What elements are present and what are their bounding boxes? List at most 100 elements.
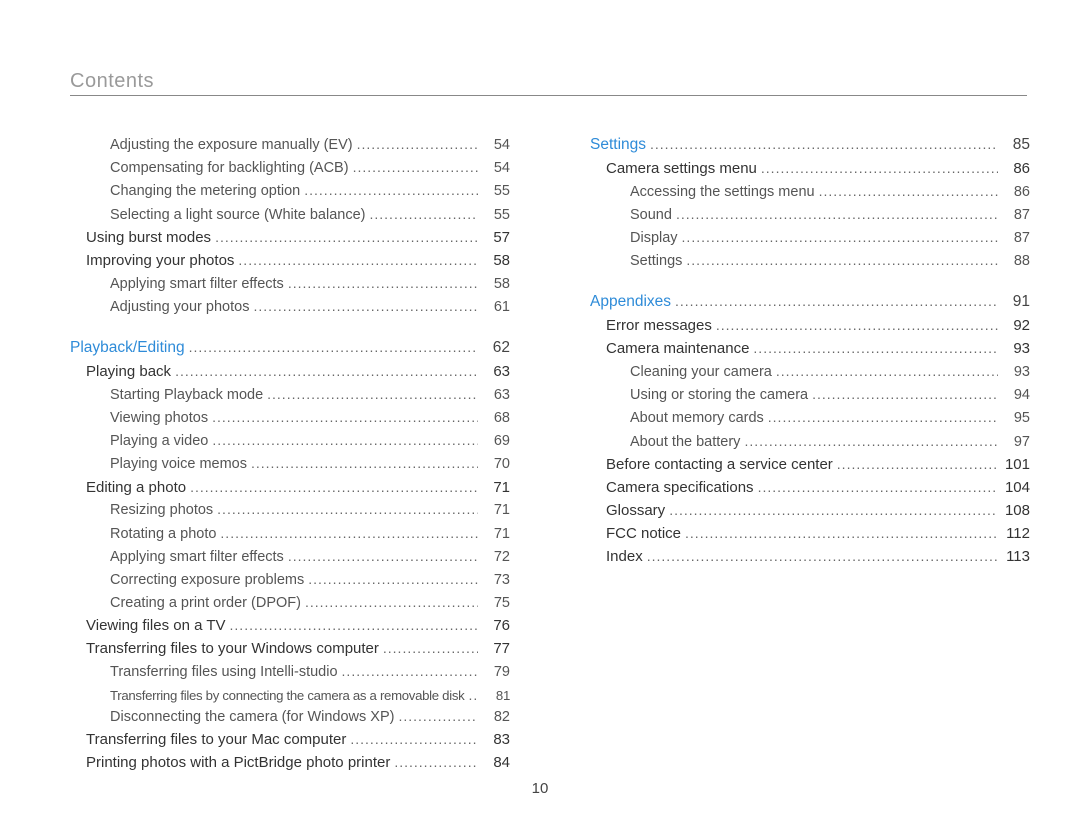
toc-entry[interactable]: Printing photos with a PictBridge photo … bbox=[70, 752, 510, 774]
toc-leaders bbox=[468, 685, 478, 705]
toc-entry[interactable]: Resizing photos71 bbox=[70, 499, 510, 521]
toc-entry[interactable]: Sound87 bbox=[590, 204, 1030, 226]
toc-leaders bbox=[353, 157, 478, 177]
toc-leaders bbox=[288, 546, 478, 566]
toc-entry[interactable]: Accessing the settings menu86 bbox=[590, 181, 1030, 203]
toc-entry-page: 84 bbox=[482, 752, 510, 774]
toc-entry-label: Improving your photos bbox=[86, 250, 234, 272]
toc-entry-label: Accessing the settings menu bbox=[630, 182, 815, 203]
toc-columns: Adjusting the exposure manually (EV)54Co… bbox=[70, 134, 1027, 775]
toc-entry[interactable]: Applying smart filter effects72 bbox=[70, 546, 510, 568]
toc-entry-label: Playing a video bbox=[110, 431, 208, 452]
toc-entry[interactable]: Viewing files on a TV76 bbox=[70, 615, 510, 637]
toc-leaders bbox=[394, 752, 478, 772]
toc-entry-page: 63 bbox=[482, 385, 510, 406]
toc-entry-page: 79 bbox=[482, 662, 510, 683]
toc-leaders bbox=[685, 523, 998, 543]
toc-leaders bbox=[716, 315, 998, 335]
toc-entry[interactable]: Selecting a light source (White balance)… bbox=[70, 204, 510, 226]
toc-entry[interactable]: Playback/Editing62 bbox=[70, 337, 510, 359]
toc-entry-label: Transferring files to your Windows compu… bbox=[86, 638, 379, 660]
toc-entry[interactable]: About the battery 97 bbox=[590, 431, 1030, 453]
toc-entry[interactable]: Playing back63 bbox=[70, 361, 510, 383]
toc-entry[interactable]: Camera maintenance93 bbox=[590, 338, 1030, 360]
toc-entry-label: Rotating a photo bbox=[110, 524, 216, 545]
toc-entry[interactable]: Settings88 bbox=[590, 250, 1030, 272]
toc-leaders bbox=[304, 180, 478, 200]
toc-entry[interactable]: Camera specifications104 bbox=[590, 477, 1030, 499]
toc-entry-page: 58 bbox=[482, 250, 510, 272]
toc-entry[interactable]: Playing voice memos70 bbox=[70, 453, 510, 475]
toc-entry[interactable]: Camera settings menu86 bbox=[590, 158, 1030, 180]
toc-entry[interactable]: Display87 bbox=[590, 227, 1030, 249]
toc-entry-page: 86 bbox=[1002, 158, 1030, 180]
toc-entry-label: Appendixes bbox=[590, 291, 671, 313]
toc-entry[interactable]: Starting Playback mode 63 bbox=[70, 384, 510, 406]
toc-entry-page: 61 bbox=[482, 297, 510, 318]
toc-entry[interactable]: Correcting exposure problems73 bbox=[70, 569, 510, 591]
toc-entry[interactable]: Changing the metering option55 bbox=[70, 180, 510, 202]
toc-entry[interactable]: Transferring files to your Mac computer8… bbox=[70, 729, 510, 751]
page-number: 10 bbox=[0, 780, 1080, 797]
toc-entry[interactable]: Adjusting the exposure manually (EV)54 bbox=[70, 134, 510, 156]
toc-leaders bbox=[837, 454, 998, 474]
toc-entry[interactable]: Index113 bbox=[590, 546, 1030, 568]
toc-entry[interactable]: Playing a video69 bbox=[70, 430, 510, 452]
toc-entry[interactable]: Appendixes91 bbox=[590, 291, 1030, 313]
toc-entry-label: Display bbox=[630, 228, 678, 249]
toc-entry-page: 57 bbox=[482, 227, 510, 249]
toc-entry-label: Starting Playback mode bbox=[110, 385, 263, 406]
toc-entry[interactable]: Improving your photos 58 bbox=[70, 250, 510, 272]
toc-leaders bbox=[676, 204, 998, 224]
toc-entry[interactable]: Adjusting your photos 61 bbox=[70, 296, 510, 318]
toc-entry-label: Transferring files to your Mac computer bbox=[86, 729, 346, 751]
page: Contents Adjusting the exposure manually… bbox=[0, 0, 1080, 815]
toc-spacer bbox=[590, 273, 1030, 291]
toc-entry-label: Using or storing the camera bbox=[630, 385, 808, 406]
toc-entry[interactable]: Transferring files to your Windows compu… bbox=[70, 638, 510, 660]
toc-entry[interactable]: FCC notice112 bbox=[590, 523, 1030, 545]
toc-entry[interactable]: Using burst modes57 bbox=[70, 227, 510, 249]
toc-leaders bbox=[215, 227, 478, 247]
toc-entry-page: 95 bbox=[1002, 408, 1030, 429]
toc-entry[interactable]: Using or storing the camera94 bbox=[590, 384, 1030, 406]
toc-leaders bbox=[812, 384, 998, 404]
toc-entry[interactable]: Rotating a photo 71 bbox=[70, 523, 510, 545]
toc-entry[interactable]: Creating a print order (DPOF)75 bbox=[70, 592, 510, 614]
toc-leaders bbox=[350, 729, 478, 749]
toc-leaders bbox=[230, 615, 478, 635]
page-title: Contents bbox=[70, 70, 1027, 93]
toc-entry[interactable]: Cleaning your camera93 bbox=[590, 361, 1030, 383]
toc-entry-page: 71 bbox=[482, 524, 510, 545]
toc-entry-page: 104 bbox=[1002, 477, 1030, 499]
toc-entry[interactable]: Viewing photos68 bbox=[70, 407, 510, 429]
toc-entry[interactable]: Settings85 bbox=[590, 134, 1030, 156]
toc-entry-label: Adjusting your photos bbox=[110, 297, 249, 318]
toc-entry[interactable]: About memory cards95 bbox=[590, 407, 1030, 429]
toc-entry[interactable]: Compensating for backlighting (ACB)54 bbox=[70, 157, 510, 179]
toc-leaders bbox=[753, 338, 998, 358]
toc-entry[interactable]: Transferring files using Intelli-studio7… bbox=[70, 661, 510, 683]
toc-leaders bbox=[288, 273, 478, 293]
toc-leaders bbox=[267, 384, 478, 404]
toc-entry[interactable]: Disconnecting the camera (for Windows XP… bbox=[70, 706, 510, 728]
toc-entry-page: 71 bbox=[482, 500, 510, 521]
toc-entry[interactable]: Error messages 92 bbox=[590, 315, 1030, 337]
toc-entry[interactable]: Applying smart filter effects58 bbox=[70, 273, 510, 295]
toc-entry-label: FCC notice bbox=[606, 523, 681, 545]
toc-entry-label: About the battery bbox=[630, 432, 740, 453]
toc-entry[interactable]: Before contacting a service center101 bbox=[590, 454, 1030, 476]
toc-entry[interactable]: Editing a photo 71 bbox=[70, 477, 510, 499]
toc-leaders bbox=[342, 661, 478, 681]
toc-leaders bbox=[189, 337, 478, 357]
toc-entry-page: 72 bbox=[482, 547, 510, 568]
toc-entry[interactable]: Transferring files by connecting the cam… bbox=[70, 685, 510, 705]
toc-entry-page: 97 bbox=[1002, 432, 1030, 453]
toc-entry-label: Editing a photo bbox=[86, 477, 186, 499]
toc-entry-page: 71 bbox=[482, 477, 510, 499]
toc-entry-label: Error messages bbox=[606, 315, 712, 337]
toc-entry-page: 92 bbox=[1002, 315, 1030, 337]
toc-leaders bbox=[744, 431, 998, 451]
toc-entry[interactable]: Glossary108 bbox=[590, 500, 1030, 522]
toc-entry-label: Playback/Editing bbox=[70, 337, 185, 359]
